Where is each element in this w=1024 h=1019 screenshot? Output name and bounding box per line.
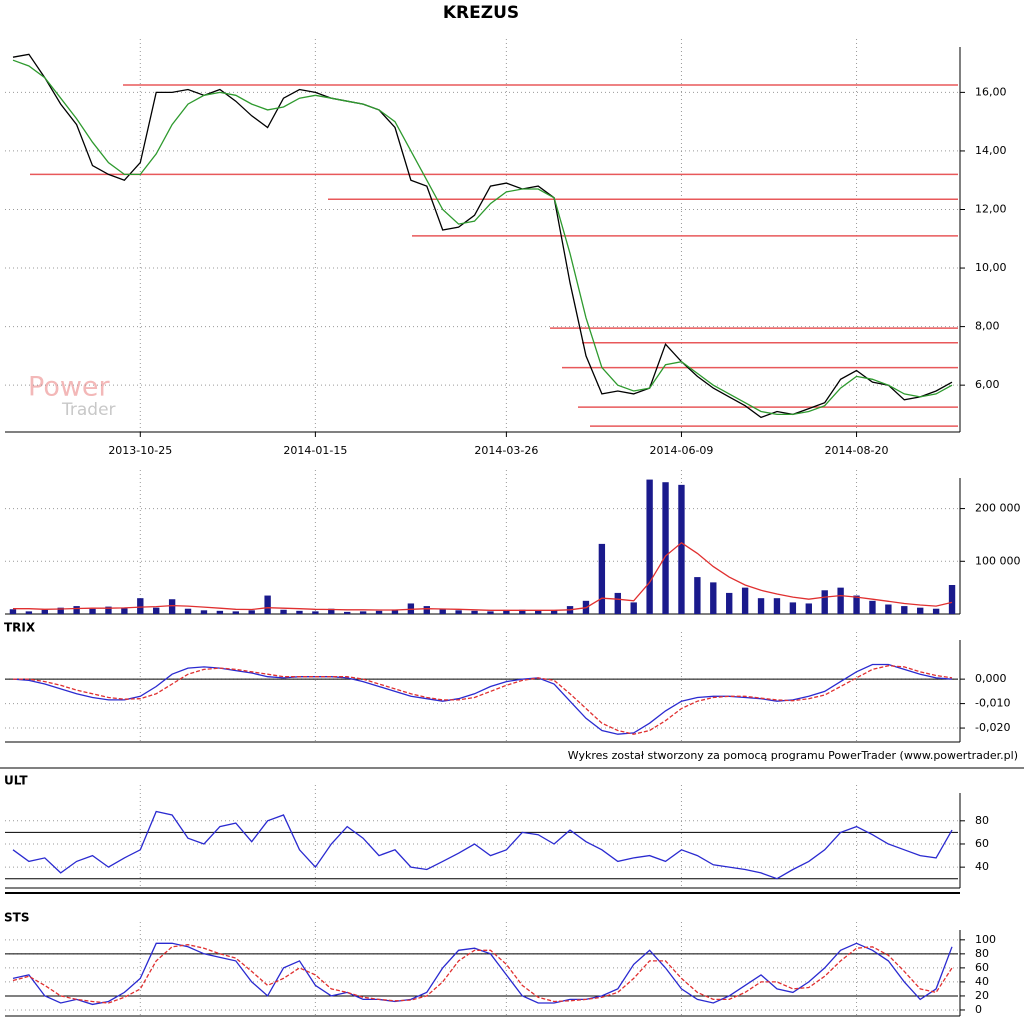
bar <box>598 543 606 614</box>
bar <box>89 608 96 614</box>
bar <box>73 606 80 614</box>
bar <box>344 611 351 614</box>
y-tick-label: -0,020 <box>975 721 1010 734</box>
y-tick-label: 100 000 <box>975 554 1021 567</box>
y-tick-label: 8,00 <box>975 320 1000 333</box>
line-series <box>12 942 953 1006</box>
line-series <box>13 665 953 735</box>
bar <box>423 606 430 614</box>
y-tick-label: 60 <box>975 961 989 974</box>
y-tick-label: 14,00 <box>975 144 1007 157</box>
bar <box>869 600 876 614</box>
bar <box>535 610 542 614</box>
bar <box>726 592 733 614</box>
line-series <box>12 810 953 880</box>
x-tick-label: 2013-10-25 <box>108 444 172 457</box>
line-series <box>12 944 953 1004</box>
y-tick-label: 0,000 <box>975 672 1007 685</box>
x-tick-label: 2014-08-20 <box>825 444 889 457</box>
line-series <box>12 663 953 735</box>
y-tick-label: 6,00 <box>975 378 1000 391</box>
y-tick-label: -0,010 <box>975 697 1010 710</box>
bar <box>216 610 224 614</box>
bar <box>25 611 33 614</box>
bar <box>296 610 303 614</box>
bar <box>678 484 685 614</box>
line-series <box>13 541 953 611</box>
bar <box>121 608 128 614</box>
bar <box>105 606 112 614</box>
bar <box>232 611 239 614</box>
bar <box>248 610 255 614</box>
y-tick-label: 80 <box>975 814 989 827</box>
bar <box>550 610 558 614</box>
watermark: Power <box>28 372 111 403</box>
line-series <box>12 59 953 416</box>
bar <box>471 610 478 614</box>
bar <box>312 611 319 614</box>
bar <box>41 609 48 614</box>
bar <box>662 482 669 614</box>
bar <box>153 607 160 614</box>
y-tick-label: 40 <box>975 860 989 873</box>
footer: Wykres został stworzony za pomocą progra… <box>568 749 1018 762</box>
bar <box>773 598 781 614</box>
bar <box>821 590 828 614</box>
y-tick-label: 60 <box>975 837 989 850</box>
bar <box>710 582 717 614</box>
bar <box>328 608 335 614</box>
bar <box>646 479 653 614</box>
bar <box>280 609 287 614</box>
y-tick-label: 16,00 <box>975 85 1007 98</box>
bar <box>614 592 621 614</box>
x-tick-label: 2014-01-15 <box>283 444 347 457</box>
bar <box>519 609 526 614</box>
bar <box>439 609 446 614</box>
bar <box>487 611 494 614</box>
bar <box>741 587 749 614</box>
y-tick-label: 100 <box>975 933 996 946</box>
bar <box>455 610 462 614</box>
bar <box>9 609 17 614</box>
y-tick-label: 0 <box>975 1003 982 1016</box>
x-tick-label: 2014-03-26 <box>474 444 538 457</box>
y-tick-label: 10,00 <box>975 261 1007 274</box>
y-tick-label: 12,00 <box>975 202 1007 215</box>
y-tick-label: 80 <box>975 947 989 960</box>
bar <box>853 595 860 614</box>
watermark: Trader <box>61 400 116 420</box>
bar <box>789 602 797 614</box>
bar <box>901 606 908 614</box>
bar <box>503 610 510 614</box>
chart-title: KREZUS <box>443 3 519 23</box>
bar <box>168 599 176 614</box>
y-tick-label: 200 000 <box>975 502 1021 515</box>
bar <box>917 607 924 614</box>
x-tick-label: 2014-06-09 <box>649 444 713 457</box>
bar <box>391 609 399 614</box>
bar <box>359 611 367 614</box>
bar <box>757 598 765 614</box>
panel-title: STS <box>4 911 29 925</box>
panel-title: TRIX <box>4 621 36 635</box>
bar <box>630 602 637 614</box>
panel-title: ULT <box>4 774 28 788</box>
y-tick-label: 40 <box>975 975 989 988</box>
bar <box>885 604 892 614</box>
bar <box>694 577 701 614</box>
bar <box>57 607 64 614</box>
bar <box>200 610 208 614</box>
bar <box>805 603 812 614</box>
bar <box>948 585 956 614</box>
bar <box>184 608 192 614</box>
bar <box>375 610 383 614</box>
y-tick-label: 20 <box>975 989 989 1002</box>
bar <box>264 595 271 614</box>
bar <box>837 587 844 614</box>
bar <box>137 598 144 614</box>
bar <box>932 608 940 614</box>
